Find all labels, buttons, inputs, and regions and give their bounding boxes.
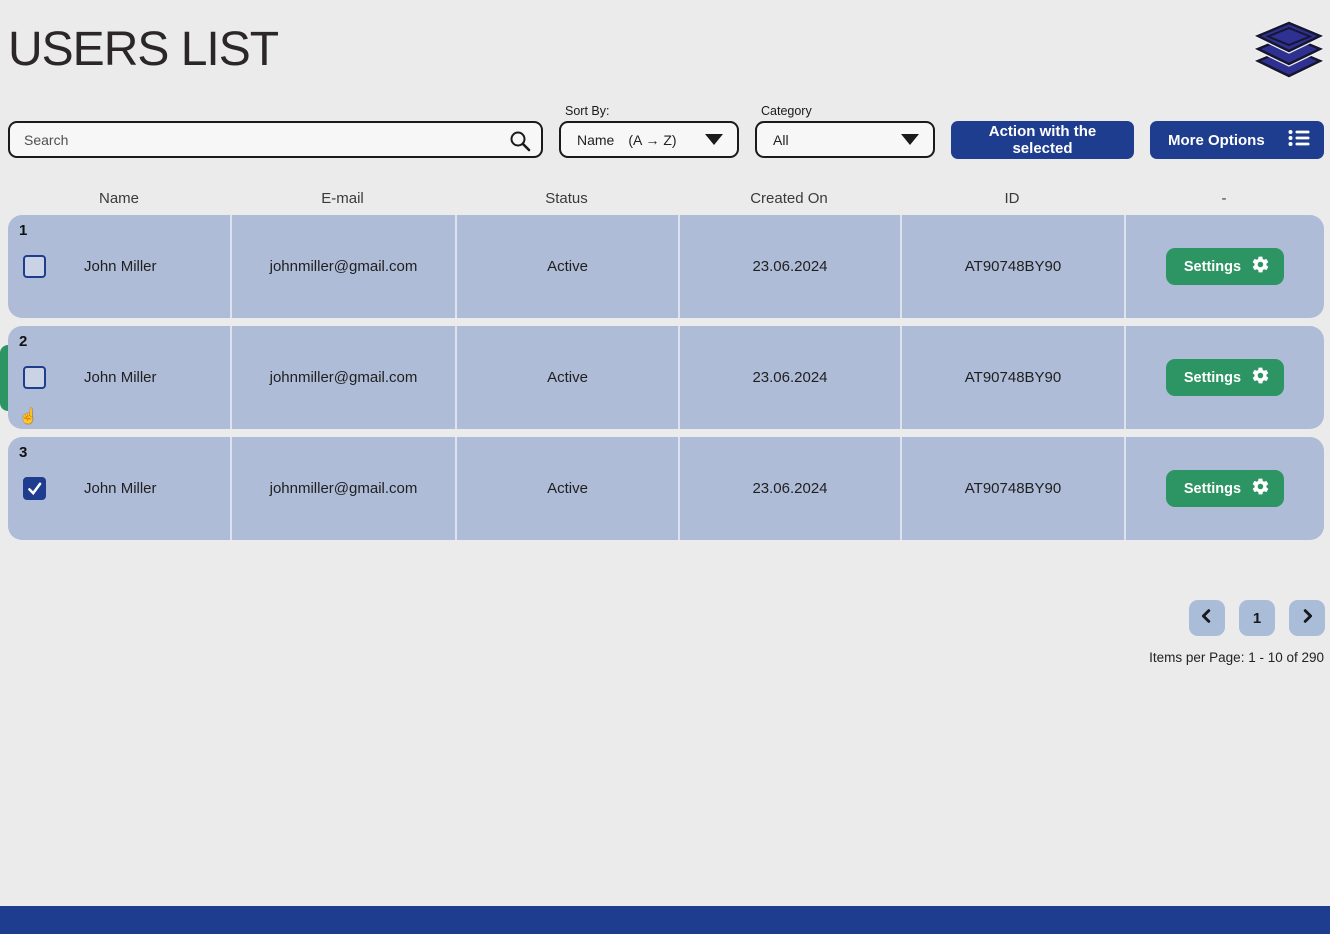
- user-created-on: 23.06.2024: [678, 215, 900, 318]
- user-name: John Miller: [84, 480, 157, 497]
- user-name: John Miller: [84, 258, 157, 275]
- user-created-on: 23.06.2024: [678, 437, 900, 540]
- user-id: AT90748BY90: [900, 437, 1124, 540]
- pagination: 1: [1189, 600, 1325, 636]
- row-number: 2: [19, 333, 28, 350]
- column-header-email: E-mail: [321, 190, 364, 207]
- users-table: Name E-mail Status Created On ID - 1 Joh…: [0, 188, 1324, 548]
- page-number-button[interactable]: 1: [1239, 600, 1275, 636]
- search-box: [8, 121, 543, 158]
- column-header-created-on: Created On: [750, 190, 828, 207]
- settings-button[interactable]: Settings: [1165, 248, 1285, 285]
- stacked-layers-logo-icon: [1251, 18, 1327, 82]
- user-created-on: 23.06.2024: [678, 326, 900, 429]
- previous-page-button[interactable]: [1189, 600, 1225, 636]
- page-title: USERS LIST: [8, 23, 279, 76]
- category-select[interactable]: All: [755, 121, 935, 158]
- settings-label: Settings: [1183, 480, 1242, 497]
- user-email: johnmiller@gmail.com: [230, 437, 455, 540]
- column-header-status: Status: [545, 190, 588, 207]
- settings-label: Settings: [1183, 369, 1242, 386]
- row-checkbox[interactable]: [23, 366, 46, 389]
- search-icon[interactable]: [509, 130, 531, 152]
- column-header-name: Name: [98, 190, 139, 207]
- action-with-selected-button[interactable]: Action with the selected: [951, 121, 1134, 159]
- chevron-down-icon: [705, 134, 723, 145]
- column-header-actions: -: [1221, 190, 1227, 207]
- table-row[interactable]: 3 John Miller johnmiller@gmail.com Activ…: [8, 437, 1324, 540]
- chevron-left-icon: [1198, 607, 1216, 629]
- chevron-right-icon: [1298, 607, 1316, 629]
- row-number: 3: [19, 444, 28, 461]
- sort-by-label: Sort By:: [565, 104, 610, 118]
- row-checkbox-checked[interactable]: [23, 477, 46, 500]
- more-options-button[interactable]: More Options: [1150, 121, 1324, 159]
- sort-by-value-field: Name: [577, 131, 615, 148]
- footer-bar: [0, 906, 1330, 934]
- user-status: Active: [455, 437, 678, 540]
- gear-icon: [1251, 366, 1270, 389]
- table-row[interactable]: 1 John Miller johnmiller@gmail.com Activ…: [8, 215, 1324, 318]
- user-email: johnmiller@gmail.com: [230, 326, 455, 429]
- settings-button[interactable]: Settings: [1165, 470, 1285, 507]
- items-per-page-summary: Items per Page: 1 - 10 of 290: [1149, 650, 1324, 665]
- toolbar: Sort By: Name (A → Z) Category All Actio…: [8, 104, 1324, 159]
- sort-by-select[interactable]: Name (A → Z): [559, 121, 739, 158]
- user-status: Active: [455, 215, 678, 318]
- row-number: 1: [19, 222, 28, 239]
- search-input[interactable]: [10, 131, 541, 148]
- action-with-selected-label: Action with the selected: [988, 123, 1097, 157]
- user-id: AT90748BY90: [900, 215, 1124, 318]
- settings-button[interactable]: Settings: [1165, 359, 1285, 396]
- user-email: johnmiller@gmail.com: [230, 215, 455, 318]
- category-group: Category All: [755, 104, 935, 159]
- more-options-label: More Options: [1168, 131, 1265, 149]
- user-name: John Miller: [84, 369, 157, 386]
- table-row[interactable]: 2 John Miller ☝ johnmiller@gmail.com Act…: [8, 326, 1324, 429]
- gear-icon: [1251, 255, 1270, 278]
- user-id: AT90748BY90: [900, 326, 1124, 429]
- column-header-id: ID: [1004, 190, 1020, 207]
- settings-label: Settings: [1183, 258, 1242, 275]
- sort-by-value-order: (A → Z): [628, 131, 677, 148]
- chevron-down-icon: [901, 134, 919, 145]
- next-page-button[interactable]: [1289, 600, 1325, 636]
- row-checkbox[interactable]: [23, 255, 46, 278]
- cursor-hand-icon: ☝: [19, 408, 38, 425]
- gear-icon: [1251, 477, 1270, 500]
- table-header-row: Name E-mail Status Created On ID -: [8, 188, 1324, 209]
- user-status: Active: [455, 326, 678, 429]
- category-label: Category: [761, 104, 812, 118]
- list-icon: [1288, 129, 1310, 151]
- category-value: All: [773, 131, 789, 148]
- sort-by-group: Sort By: Name (A → Z): [559, 104, 739, 159]
